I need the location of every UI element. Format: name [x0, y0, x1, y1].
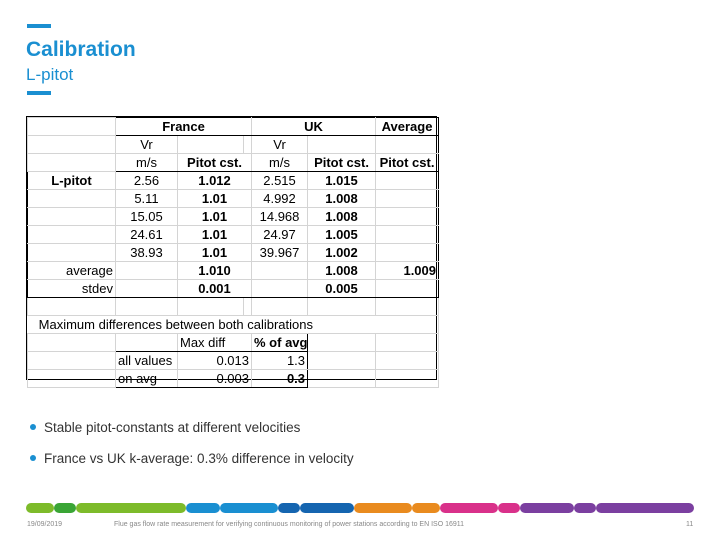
table-row [27, 297, 440, 316]
maxdiff-col-pct: % of avg [251, 333, 309, 352]
header-france: France [114, 117, 253, 136]
average-overall: 1.009 [375, 261, 440, 280]
average-uk: 1.008 [307, 261, 377, 280]
footer-caption: Flue gas flow rate measurement for verif… [114, 521, 465, 528]
cell-pitot-uk: 1.008 [307, 207, 377, 226]
cell-vr-fr: 5.11 [115, 189, 178, 208]
stripe-segment [574, 503, 596, 513]
stripe-segment [186, 503, 220, 513]
header-pitot-uk: Pitot cst. [307, 153, 377, 172]
table-row: 24.61 1.01 24.97 1.005 [27, 225, 440, 244]
cell-pitot-uk: 1.002 [307, 243, 377, 262]
maxdiff-max-avg: 0.003 [176, 369, 253, 388]
table-row: m/s Pitot cst. m/s Pitot cst. Pitot cst. [27, 153, 440, 172]
slide-title: Calibration [26, 38, 136, 61]
average-label: average [27, 261, 116, 280]
bullet-text: France vs UK k-average: 0.3% difference … [44, 451, 354, 466]
cell-pitot-fr: 1.01 [176, 207, 253, 226]
header-pitot-france: Pitot cst. [176, 153, 253, 172]
header-vr-france: Vr [115, 135, 178, 154]
cell-pitot-fr: 1.012 [176, 171, 253, 190]
stripe-segment [596, 503, 694, 513]
header-ms-france: m/s [115, 153, 178, 172]
table-row: Max diff % of avg [27, 333, 440, 352]
bullet-dot-icon [30, 455, 36, 462]
cell-pitot-fr: 1.01 [176, 189, 253, 208]
accent-bar-top [27, 24, 51, 28]
cell-vr-fr: 38.93 [115, 243, 178, 262]
header-vr-uk: Vr [251, 135, 309, 154]
bullet-item: France vs UK k-average: 0.3% difference … [30, 451, 354, 466]
maxdiff-label-avg: on avg [115, 369, 178, 388]
cell-pitot-uk: 1.015 [307, 171, 377, 190]
header-average: Average [375, 117, 440, 136]
row-label-lpitot: L-pitot [27, 171, 116, 190]
cell-vr-fr: 24.61 [115, 225, 178, 244]
cell-pitot-uk: 1.008 [307, 189, 377, 208]
stripe-segment [520, 503, 574, 513]
table-row: 15.05 1.01 14.968 1.008 [27, 207, 440, 226]
footer-date: 19/09/2019 [27, 521, 63, 528]
cell-vr-uk: 14.968 [251, 207, 309, 226]
bullet-item: Stable pitot-constants at different velo… [30, 420, 300, 435]
maxdiff-pct-all: 1.3 [251, 351, 309, 370]
maxdiff-col-max: Max diff [176, 333, 253, 352]
cell-pitot-fr: 1.01 [176, 243, 253, 262]
stripe-segment [440, 503, 498, 513]
table-row: all values 0.013 1.3 [27, 351, 440, 370]
table-row: Maximum differences between both calibra… [27, 315, 440, 334]
footer-color-stripe [26, 503, 694, 513]
stripe-segment [26, 503, 54, 513]
accent-bar-bottom [27, 91, 51, 95]
stripe-segment [278, 503, 300, 513]
cell-pitot-uk: 1.005 [307, 225, 377, 244]
table-row: average 1.010 1.008 1.009 [27, 261, 440, 280]
cell-vr-uk: 39.967 [251, 243, 309, 262]
bullet-dot-icon [30, 424, 36, 431]
stdev-uk: 0.005 [307, 279, 377, 298]
header-pitot-average: Pitot cst. [375, 153, 440, 172]
maxdiff-label-all: all values [115, 351, 178, 370]
maxdiff-title: Maximum differences between both calibra… [27, 315, 376, 334]
cell-vr-fr: 15.05 [115, 207, 178, 226]
stripe-segment [76, 503, 186, 513]
footer-page-number: 11 [686, 521, 694, 528]
stripe-segment [300, 503, 354, 513]
cell-vr-uk: 4.992 [251, 189, 309, 208]
cell-pitot-fr: 1.01 [176, 225, 253, 244]
table-row: 5.11 1.01 4.992 1.008 [27, 189, 440, 208]
stripe-segment [54, 503, 76, 513]
table-row: Vr Vr [27, 135, 440, 154]
cell-vr-uk: 2.515 [251, 171, 309, 190]
cell-vr-fr: 2.56 [115, 171, 178, 190]
header-ms-uk: m/s [251, 153, 309, 172]
maxdiff-pct-avg: 0.3 [251, 369, 309, 388]
header-uk: UK [251, 117, 377, 136]
cell-vr-uk: 24.97 [251, 225, 309, 244]
stdev-label: stdev [27, 279, 116, 298]
slide-subtitle: L-pitot [26, 65, 74, 84]
bullet-text: Stable pitot-constants at different velo… [44, 420, 301, 435]
stripe-segment [220, 503, 278, 513]
table-row: stdev 0.001 0.005 [27, 279, 440, 298]
stdev-france: 0.001 [176, 279, 253, 298]
stripe-segment [412, 503, 440, 513]
maxdiff-max-all: 0.013 [176, 351, 253, 370]
stripe-segment [498, 503, 520, 513]
table-row: 38.93 1.01 39.967 1.002 [27, 243, 440, 262]
table-row: France UK Average [27, 117, 440, 136]
average-france: 1.010 [176, 261, 253, 280]
calibration-table: France UK Average Vr Vr m/s Pitot cst. m… [26, 116, 440, 388]
table-row: on avg 0.003 0.3 [27, 369, 440, 388]
stripe-segment [354, 503, 412, 513]
table-row: L-pitot 2.56 1.012 2.515 1.015 [27, 171, 440, 190]
